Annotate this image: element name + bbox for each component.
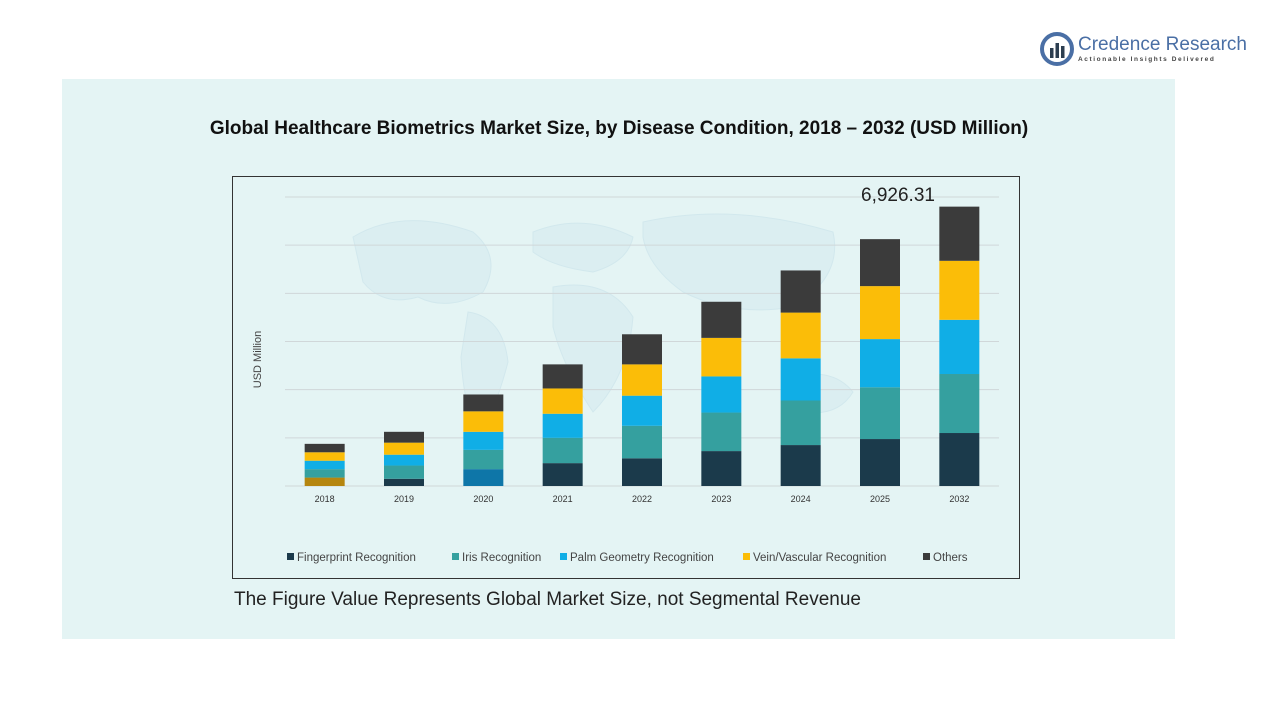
legend-label: Vein/Vascular Recognition <box>753 552 886 564</box>
brand-logo-icon <box>1040 32 1074 66</box>
bar-2025-vein-vascular-recognition <box>860 286 900 340</box>
legend-label: Palm Geometry Recognition <box>570 552 714 564</box>
bar-2025-others <box>860 239 900 287</box>
bar-2019-others <box>384 431 424 443</box>
chart: USD Million 2018 2019 2020 2021 2022 2023 2024 2… <box>252 185 999 564</box>
y-axis-label: USD Million <box>252 331 264 388</box>
bar-2018-iris-recognition <box>304 469 345 478</box>
bar-2024-iris-recognition <box>780 400 821 446</box>
bar-2019-iris-recognition <box>384 465 424 479</box>
chart-title: Global Healthcare Biometrics Market Size… <box>209 118 1029 139</box>
x-tick-label: 2022 <box>632 494 652 504</box>
bar-2023-vein-vascular-recognition <box>701 337 742 377</box>
bar-2020-vein-vascular-recognition <box>463 411 504 432</box>
bar-2021-fingerprint-recognition <box>542 463 583 486</box>
bar-2032-palm-geometry-recognition <box>939 319 980 375</box>
bar-2021-vein-vascular-recognition <box>542 388 583 414</box>
bar-2022-palm-geometry-recognition <box>622 395 662 426</box>
bar-2032-fingerprint-recognition <box>939 433 980 486</box>
x-tick-label: 2025 <box>870 494 890 504</box>
bar-2025-fingerprint-recognition <box>860 439 900 486</box>
legend-label: Others <box>933 552 968 564</box>
bar-2020-others <box>463 394 504 412</box>
bar-2023-palm-geometry-recognition <box>701 376 742 413</box>
bar-2023-others <box>701 301 742 338</box>
bar-2018-others <box>304 443 345 453</box>
footnote: The Figure Value Represents Global Marke… <box>234 589 861 610</box>
bar-2020-palm-geometry-recognition <box>463 431 504 450</box>
chart-frame: USD Million 2018 2019 2020 2021 2022 2023 2024 2… <box>232 176 1020 579</box>
bar-2024-vein-vascular-recognition <box>780 312 821 359</box>
bar-2018-palm-geometry-recognition <box>304 460 345 470</box>
bar-2022-vein-vascular-recognition <box>622 364 662 396</box>
x-tick-label: 2018 <box>315 494 335 504</box>
data-label: 6,926.31 <box>861 185 935 206</box>
x-tick-label: 2023 <box>711 494 731 504</box>
brand-tagline: Actionable Insights Delivered <box>1078 56 1216 63</box>
bar-2032-others <box>939 206 980 261</box>
bar-2023-iris-recognition <box>701 412 742 452</box>
bar-2025-iris-recognition <box>860 387 900 440</box>
legend-swatch <box>743 553 750 560</box>
bar-2019-vein-vascular-recognition <box>384 442 424 455</box>
brand-logo: Credence Research Actionable Insights De… <box>1040 30 1260 70</box>
bar-2022-iris-recognition <box>622 425 662 459</box>
legend-swatch <box>287 553 294 560</box>
bar-2020-iris-recognition <box>463 449 504 470</box>
x-tick-label: 2032 <box>949 494 969 504</box>
bar-2020-fingerprint-recognition <box>463 469 504 486</box>
x-tick-label: 2021 <box>553 494 573 504</box>
bar-2032-vein-vascular-recognition <box>939 260 980 320</box>
bar-2023-fingerprint-recognition <box>701 451 742 486</box>
bar-2021-others <box>542 364 583 389</box>
bar-2032-iris-recognition <box>939 374 980 434</box>
world-map-shape <box>352 220 492 304</box>
bar-2018-vein-vascular-recognition <box>304 452 345 461</box>
x-tick-label: 2020 <box>473 494 493 504</box>
bar-2024-palm-geometry-recognition <box>780 358 821 401</box>
x-tick-label: 2019 <box>394 494 414 504</box>
brand-name: Credence Research <box>1078 34 1247 55</box>
legend-label: Iris Recognition <box>462 552 541 564</box>
bar-2022-others <box>622 334 662 365</box>
legend-swatch <box>560 553 567 560</box>
bar-2024-fingerprint-recognition <box>780 445 821 486</box>
bar-2021-palm-geometry-recognition <box>542 413 583 438</box>
x-tick-label: 2024 <box>791 494 811 504</box>
legend-swatch <box>452 553 459 560</box>
bar-2024-others <box>780 270 821 313</box>
legend-label: Fingerprint Recognition <box>297 552 416 564</box>
legend-swatch <box>923 553 930 560</box>
world-map-shape <box>532 222 634 273</box>
bar-2019-palm-geometry-recognition <box>384 454 424 466</box>
bar-2025-palm-geometry-recognition <box>860 339 900 388</box>
bar-2022-fingerprint-recognition <box>622 458 662 486</box>
bar-2018-fingerprint-recognition <box>304 477 345 486</box>
world-map-shape <box>552 284 634 413</box>
bar-2019-fingerprint-recognition <box>384 478 424 486</box>
bar-2021-iris-recognition <box>542 437 583 464</box>
